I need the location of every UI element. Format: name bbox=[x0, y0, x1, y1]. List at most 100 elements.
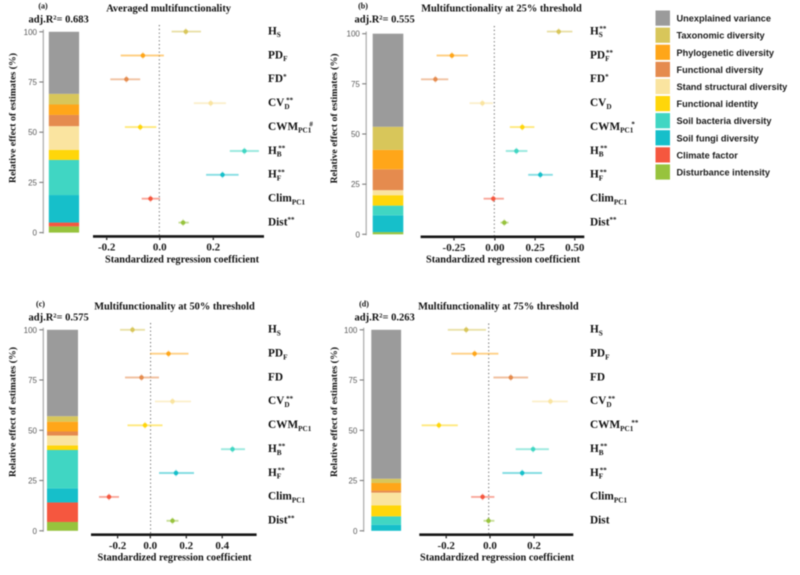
svg-text:FD*: FD* bbox=[268, 73, 287, 85]
svg-text:Stand structural diversity: Stand structural diversity bbox=[677, 82, 789, 92]
svg-text:HF**: HF** bbox=[590, 467, 607, 481]
svg-text:0: 0 bbox=[355, 230, 360, 239]
svg-text:0: 0 bbox=[353, 527, 358, 536]
svg-text:75: 75 bbox=[348, 376, 357, 385]
svg-text:PDF**: PDF** bbox=[590, 49, 614, 63]
svg-text:75: 75 bbox=[28, 376, 37, 385]
svg-text:(b): (b) bbox=[358, 2, 368, 11]
svg-text:FD: FD bbox=[590, 371, 605, 383]
svg-text:100: 100 bbox=[347, 30, 361, 39]
svg-text:50: 50 bbox=[348, 426, 357, 435]
svg-text:adj.R2= 0.683: adj.R2= 0.683 bbox=[29, 14, 89, 25]
svg-text:adj.R2= 0.555: adj.R2= 0.555 bbox=[355, 14, 415, 25]
svg-text:ClimPC1: ClimPC1 bbox=[590, 491, 627, 505]
svg-text:0.25: 0.25 bbox=[525, 242, 545, 254]
svg-text:Relative effect of estimates (: Relative effect of estimates (%) bbox=[8, 347, 19, 477]
svg-text:Phylogenetic diversity: Phylogenetic diversity bbox=[677, 48, 775, 58]
svg-text:CWMPC1: CWMPC1 bbox=[268, 419, 312, 433]
svg-text:(c): (c) bbox=[36, 300, 45, 309]
svg-text:ClimPC1: ClimPC1 bbox=[268, 193, 305, 207]
svg-text:Standardized regression coeffi: Standardized regression coefficient bbox=[420, 553, 575, 564]
svg-text:Dist: Dist bbox=[590, 515, 610, 527]
svg-text:Functional diversity: Functional diversity bbox=[677, 65, 765, 75]
svg-text:50: 50 bbox=[28, 128, 37, 137]
svg-text:75: 75 bbox=[28, 78, 37, 87]
svg-text:0.2: 0.2 bbox=[527, 540, 541, 552]
svg-text:HS**: HS** bbox=[590, 25, 607, 39]
svg-text:PDF: PDF bbox=[268, 348, 288, 362]
svg-text:100: 100 bbox=[24, 326, 38, 335]
svg-text:ClimPC1: ClimPC1 bbox=[590, 193, 627, 207]
svg-text:CWMPC1**: CWMPC1** bbox=[590, 419, 639, 433]
svg-text:FD: FD bbox=[268, 371, 283, 383]
svg-text:25: 25 bbox=[348, 477, 357, 486]
svg-text:Relative effect of estimates (: Relative effect of estimates (%) bbox=[8, 53, 19, 183]
svg-text:0.00: 0.00 bbox=[485, 242, 505, 254]
svg-text:HB**: HB** bbox=[590, 443, 608, 457]
svg-text:Taxonomic diversity: Taxonomic diversity bbox=[677, 31, 766, 41]
svg-text:Standardized regression coeffi: Standardized regression coefficient bbox=[426, 255, 581, 266]
svg-text:100: 100 bbox=[344, 326, 358, 335]
svg-text:HF**: HF** bbox=[268, 168, 285, 182]
svg-text:25: 25 bbox=[28, 477, 37, 486]
svg-text:ClimPC1: ClimPC1 bbox=[268, 491, 305, 505]
svg-text:50: 50 bbox=[28, 426, 37, 435]
svg-text:Soil fungi diversity: Soil fungi diversity bbox=[677, 133, 760, 143]
svg-text:-0.25: -0.25 bbox=[443, 242, 466, 254]
svg-text:FD*: FD* bbox=[590, 73, 609, 85]
svg-text:Relative effect of estimates (: Relative effect of estimates (%) bbox=[329, 53, 340, 183]
svg-text:25: 25 bbox=[351, 180, 360, 189]
svg-text:0.0: 0.0 bbox=[483, 540, 497, 552]
svg-text:Disturbance intensity: Disturbance intensity bbox=[677, 168, 771, 178]
svg-text:Averaged multifunctionality: Averaged multifunctionality bbox=[106, 4, 232, 15]
svg-text:-0.2: -0.2 bbox=[437, 540, 455, 552]
svg-text:HB**: HB** bbox=[268, 443, 286, 457]
svg-text:0.0: 0.0 bbox=[153, 242, 167, 254]
svg-text:(a): (a) bbox=[38, 2, 48, 11]
svg-text:0.50: 0.50 bbox=[565, 242, 585, 254]
svg-text:Standardized regression coeffi: Standardized regression coefficient bbox=[97, 553, 252, 564]
svg-text:HB**: HB** bbox=[268, 145, 286, 159]
svg-text:50: 50 bbox=[351, 130, 360, 139]
svg-text:75: 75 bbox=[351, 80, 360, 89]
svg-text:Standardized regression coeffi: Standardized regression coefficient bbox=[105, 254, 260, 265]
svg-text:CWMPC1*: CWMPC1* bbox=[590, 121, 635, 135]
svg-text:Multifunctionality at 75% thre: Multifunctionality at 75% threshold bbox=[418, 302, 579, 313]
svg-text:-0.2: -0.2 bbox=[109, 540, 127, 552]
svg-text:HF**: HF** bbox=[590, 168, 607, 182]
svg-text:100: 100 bbox=[24, 28, 38, 37]
svg-text:25: 25 bbox=[28, 178, 37, 187]
svg-text:CVD**: CVD** bbox=[268, 97, 294, 111]
svg-text:CWMPC1#: CWMPC1# bbox=[268, 121, 313, 135]
svg-text:HS: HS bbox=[268, 25, 281, 39]
svg-text:0.0: 0.0 bbox=[143, 540, 157, 552]
svg-text:Unexplained variance: Unexplained variance bbox=[677, 14, 771, 24]
svg-text:PDF: PDF bbox=[268, 49, 288, 63]
svg-text:0: 0 bbox=[33, 229, 38, 238]
svg-text:adj.R2= 0.263: adj.R2= 0.263 bbox=[355, 313, 415, 324]
svg-text:Soil bacteria diversity: Soil bacteria diversity bbox=[677, 116, 773, 126]
svg-text:HB**: HB** bbox=[590, 145, 608, 159]
svg-text:0.2: 0.2 bbox=[206, 242, 220, 254]
svg-text:Dist**: Dist** bbox=[268, 514, 295, 526]
svg-text:Dist**: Dist** bbox=[590, 216, 617, 228]
svg-text:Climate factor: Climate factor bbox=[677, 150, 739, 160]
svg-text:Multifunctionality at 25% thre: Multifunctionality at 25% threshold bbox=[421, 4, 582, 15]
svg-text:(d): (d) bbox=[359, 300, 369, 309]
svg-text:adj.R2= 0.575: adj.R2= 0.575 bbox=[29, 313, 89, 324]
svg-text:CVD**: CVD** bbox=[590, 395, 616, 409]
svg-text:0.4: 0.4 bbox=[215, 540, 229, 552]
svg-text:PDF: PDF bbox=[590, 348, 610, 362]
svg-text:Multifunctionality at 50% thre: Multifunctionality at 50% threshold bbox=[94, 302, 255, 313]
svg-text:Dist**: Dist** bbox=[268, 216, 295, 228]
svg-text:0: 0 bbox=[33, 527, 38, 536]
svg-text:HS: HS bbox=[268, 324, 281, 338]
svg-text:0.2: 0.2 bbox=[179, 540, 193, 552]
svg-text:HF**: HF** bbox=[268, 467, 285, 481]
svg-text:-0.2: -0.2 bbox=[98, 242, 116, 254]
svg-text:Relative effect of estimates (: Relative effect of estimates (%) bbox=[329, 347, 340, 477]
svg-text:CVD**: CVD** bbox=[268, 395, 294, 409]
svg-text:HS: HS bbox=[590, 324, 603, 338]
svg-text:CVD: CVD bbox=[590, 97, 612, 111]
svg-text:Functional identity: Functional identity bbox=[677, 99, 760, 109]
